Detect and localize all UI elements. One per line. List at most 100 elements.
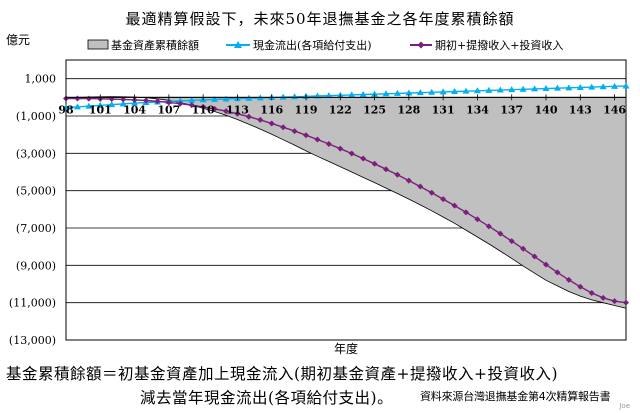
point-diamond xyxy=(405,177,412,184)
point-diamond xyxy=(143,97,149,104)
x-tick-label: 104 xyxy=(123,103,146,116)
point-diamond xyxy=(360,155,367,162)
point-diamond xyxy=(451,202,458,209)
point-diamond xyxy=(211,105,218,112)
point-diamond xyxy=(177,100,184,107)
x-tick-label: 137 xyxy=(500,103,523,116)
point-diamond xyxy=(417,183,424,190)
x-tick-label: 110 xyxy=(192,103,215,116)
point-triangle xyxy=(188,96,196,103)
point-triangle xyxy=(519,85,527,92)
point-diamond xyxy=(588,289,595,296)
point-diamond xyxy=(234,110,241,117)
x-tick-label: 125 xyxy=(363,103,386,116)
y-tick-label: (11,000) xyxy=(9,297,56,310)
area-fund-balance xyxy=(65,96,627,309)
legend: 基金資產累積餘額 現金流出(各項給付支出) 期初+提撥收入+投資收入 xyxy=(87,38,563,52)
point-diamond xyxy=(188,102,195,109)
point-diamond xyxy=(600,294,607,301)
y-tick-label: 1,000 xyxy=(25,73,57,86)
point-triangle xyxy=(565,84,573,91)
axis-layer: 1,000 (1,000) (3,000) (5,000) (7,000) (9,000)… xyxy=(9,73,626,347)
point-triangle xyxy=(405,89,413,96)
point-diamond xyxy=(485,223,492,230)
point-diamond xyxy=(554,269,561,276)
point-diamond xyxy=(428,189,435,196)
point-diamond xyxy=(291,128,298,135)
point-triangle xyxy=(531,85,539,92)
point-diamond xyxy=(337,145,344,152)
point-diamond xyxy=(325,141,332,147)
point-diamond xyxy=(440,196,447,203)
line-layer xyxy=(62,82,630,306)
point-diamond xyxy=(394,171,401,178)
point-diamond xyxy=(497,230,504,237)
x-tick-label: 128 xyxy=(397,103,420,116)
point-triangle xyxy=(496,86,504,93)
point-triangle xyxy=(416,89,424,96)
point-diamond xyxy=(257,116,264,123)
x-tick-label: 131 xyxy=(432,103,455,116)
point-triangle xyxy=(393,89,401,96)
point-diamond xyxy=(543,261,549,268)
point-triangle xyxy=(553,84,561,91)
y-tick-label: (13,000) xyxy=(9,334,56,347)
point-triangle xyxy=(451,88,459,95)
point-triangle xyxy=(428,88,436,95)
point-diamond xyxy=(223,108,229,115)
source-note: 資料來源台灣退撫基金第4次精算報告書 xyxy=(420,390,611,403)
point-triangle xyxy=(176,97,184,104)
legend-diamond-icon xyxy=(417,41,425,49)
point-triangle xyxy=(211,95,219,102)
point-triangle xyxy=(576,83,584,90)
x-tick-label: 107 xyxy=(157,103,180,116)
x-tick-label: 98 xyxy=(58,103,74,116)
point-triangle xyxy=(96,101,104,108)
y-tick-label: (7,000) xyxy=(16,222,56,235)
point-triangle xyxy=(508,86,516,93)
point-diamond xyxy=(303,132,309,139)
point-triangle xyxy=(348,91,356,98)
point-triangle xyxy=(119,100,127,107)
point-triangle xyxy=(108,101,116,108)
point-diamond xyxy=(508,238,515,245)
chart-svg: 1,000 (1,000) (3,000) (5,000) (7,000) (9,000)… xyxy=(6,33,630,356)
point-diamond xyxy=(623,299,629,306)
point-diamond xyxy=(154,98,161,105)
point-diamond xyxy=(474,216,481,223)
x-axis-label: 年度 xyxy=(334,341,358,356)
point-diamond xyxy=(280,124,287,131)
point-diamond xyxy=(200,103,207,110)
point-diamond xyxy=(383,166,389,173)
legend-area-label: 基金資產累積餘額 xyxy=(111,38,199,52)
y-tick-label: (5,000) xyxy=(16,185,56,198)
point-diamond xyxy=(520,245,527,252)
point-diamond xyxy=(565,276,572,283)
legend-cashout-label: 現金流出(各項給付支出) xyxy=(253,38,372,52)
point-triangle xyxy=(279,93,287,100)
point-triangle xyxy=(325,92,333,99)
point-diamond xyxy=(463,209,469,216)
point-diamond xyxy=(120,96,127,103)
x-tick-label: 134 xyxy=(466,103,489,116)
point-diamond xyxy=(165,99,172,106)
x-tick-label: 101 xyxy=(89,103,112,116)
x-tick-label: 140 xyxy=(535,103,558,116)
x-tick-label: 143 xyxy=(569,103,592,116)
point-triangle xyxy=(599,83,607,90)
point-triangle xyxy=(73,103,81,110)
area-layer xyxy=(65,96,627,309)
point-triangle xyxy=(222,95,230,102)
y-axis-unit: 億元 xyxy=(6,33,30,47)
point-triangle xyxy=(473,87,481,94)
point-triangle xyxy=(62,104,70,111)
point-diamond xyxy=(268,120,275,127)
legend-area-swatch xyxy=(87,39,109,50)
x-tick-label: 122 xyxy=(329,103,352,116)
point-triangle xyxy=(622,82,630,89)
y-tick-label: (9,000) xyxy=(16,259,56,272)
point-triangle xyxy=(359,91,367,98)
chart-title: 最適精算假設下，未來50年退撫基金之各年度累積餘額 xyxy=(125,10,515,28)
x-tick-label: 116 xyxy=(260,103,283,116)
point-triangle xyxy=(485,86,493,93)
